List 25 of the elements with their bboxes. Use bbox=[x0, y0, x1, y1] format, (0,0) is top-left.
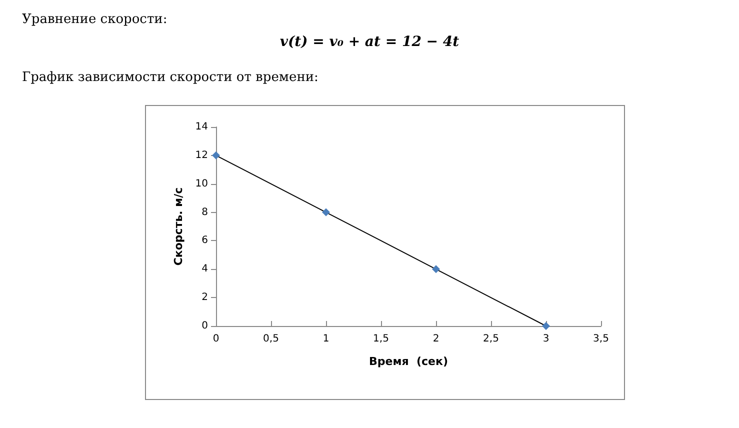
y-tick-label: 8 bbox=[202, 206, 208, 218]
x-tick-label: 3,5 bbox=[593, 334, 609, 344]
y-tick-label: 6 bbox=[202, 235, 208, 246]
y-tick-label: 14 bbox=[195, 122, 208, 132]
y-tick-label: 10 bbox=[195, 178, 208, 190]
chart-subtitle: v(t) = v₀ + at = 12 − 4t bbox=[278, 34, 460, 50]
text: График зависимости скорости от времени: bbox=[22, 70, 318, 85]
y-axis-title: Скорсть. м/с bbox=[172, 187, 185, 266]
x-tick-label: 1 bbox=[322, 334, 330, 344]
x-tick-label: 1,5 bbox=[373, 334, 389, 344]
point bbox=[542, 322, 550, 330]
y-tick-label: 4 bbox=[202, 264, 208, 275]
y-tick-label: 12 bbox=[195, 150, 208, 161]
x-tick-label: 0,5 bbox=[263, 334, 279, 344]
y-tick-label: 0 bbox=[202, 320, 208, 332]
point bbox=[432, 265, 440, 274]
text: Уравнение скорости: bbox=[22, 12, 168, 27]
point bbox=[212, 151, 220, 160]
x-axis-title: Время (сек) bbox=[369, 355, 448, 368]
x-tick-label: 3 bbox=[542, 334, 550, 344]
x-tick-label: 0 bbox=[212, 334, 220, 344]
x-tick-label: 2,5 bbox=[483, 334, 499, 344]
point bbox=[322, 208, 330, 216]
y-tick-label: 2 bbox=[202, 292, 208, 304]
x-tick-label: 2 bbox=[432, 334, 440, 344]
